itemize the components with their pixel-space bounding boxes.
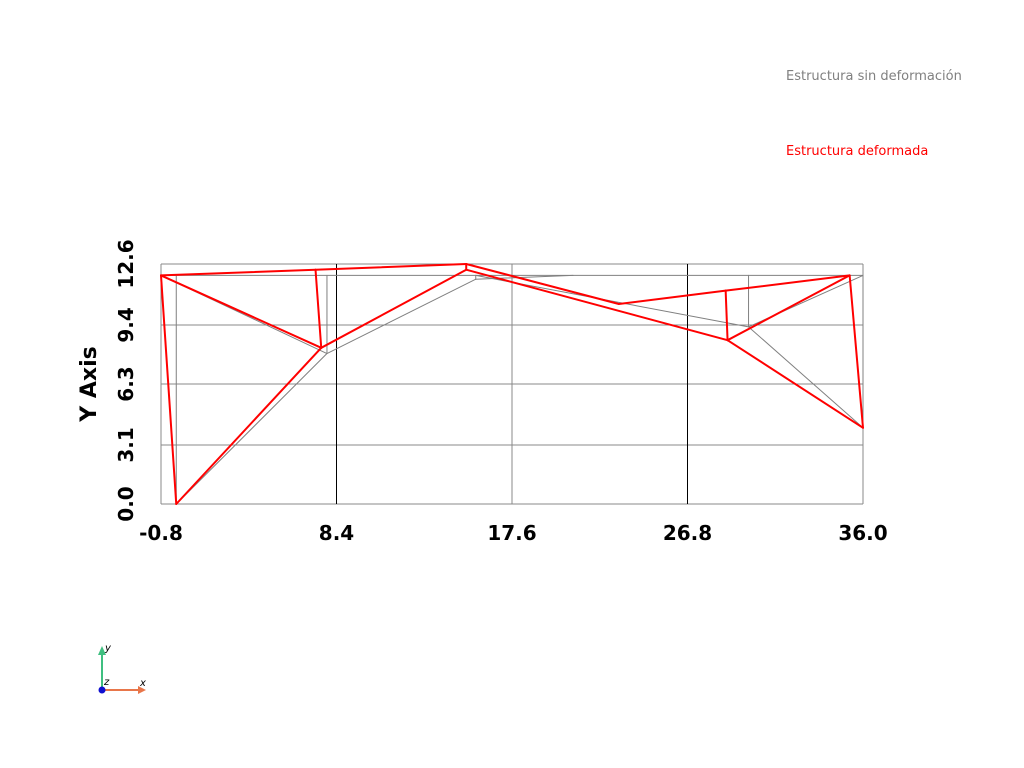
undeformed-member: [748, 326, 864, 429]
undeformed-member: [326, 278, 477, 355]
x-tick-label: 8.4: [319, 521, 354, 545]
y-tick-label: 9.4: [114, 307, 138, 342]
triad-y-arrowhead: [98, 646, 106, 655]
triad-z-axis: [98, 686, 106, 694]
x-tick-label: 36.0: [838, 521, 887, 545]
undeformed-member: [175, 353, 328, 505]
triad-y-label: y: [104, 643, 112, 654]
deformed-member: [848, 274, 864, 429]
deformed-member: [314, 263, 468, 271]
y-tick-label: 0.0: [114, 486, 138, 521]
deformed-member: [160, 274, 323, 349]
deformed-member: [314, 268, 323, 349]
x-tick-label: 17.6: [487, 521, 536, 545]
orientation-triad: x y z: [98, 643, 146, 694]
deformed-member: [160, 274, 178, 505]
axis-ticks: -0.8 8.4 17.6 26.8 36.0 0.0 3.1 6.3 9.4 12.6: [114, 239, 888, 545]
deformed-structure: [160, 263, 864, 505]
deformed-member: [726, 274, 851, 342]
triad-z-label: z: [103, 677, 110, 688]
y-tick-label: 3.1: [114, 427, 138, 462]
x-tick-label: 26.8: [663, 521, 712, 545]
deformed-member: [726, 339, 864, 429]
grid: [160, 263, 864, 505]
deformed-member: [724, 274, 851, 292]
legend-deformed-label: Estructura deformada: [786, 144, 929, 159]
x-tick-label: -0.8: [139, 521, 183, 545]
deformed-member: [175, 346, 323, 505]
deformed-member: [724, 289, 729, 342]
deformed-member: [465, 268, 729, 342]
legend-undeformed-label: Estructura sin deformación: [786, 69, 962, 84]
y-tick-label: 12.6: [114, 239, 138, 288]
deformed-member: [465, 263, 620, 305]
triad-x-label: x: [139, 678, 146, 689]
deformed-member: [160, 268, 317, 277]
triad-x-arrowhead: [138, 686, 146, 694]
y-axis-title: Y Axis: [77, 346, 102, 422]
y-tick-label: 6.3: [114, 366, 138, 401]
deformed-member: [617, 289, 727, 305]
deformed-member: [320, 268, 468, 349]
